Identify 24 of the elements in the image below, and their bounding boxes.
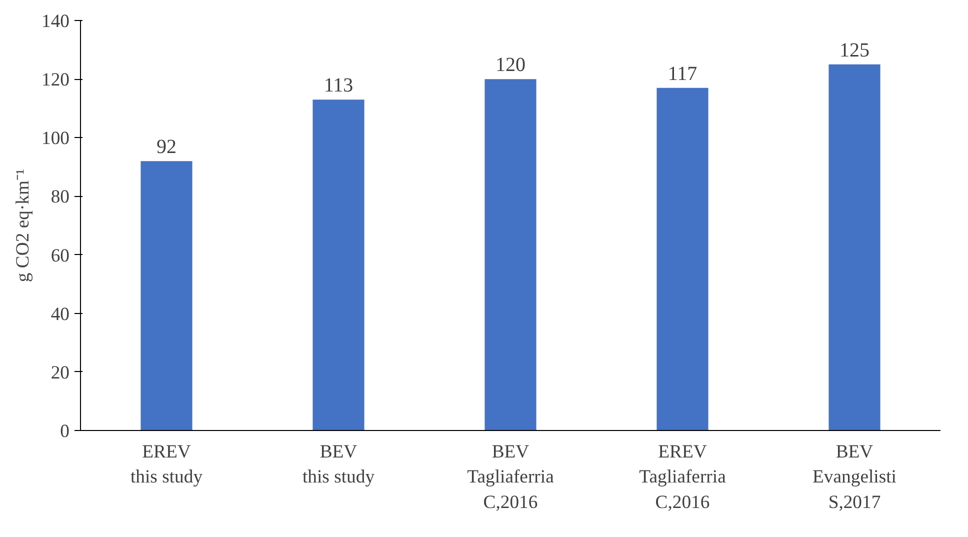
bar bbox=[312, 100, 364, 430]
bar bbox=[828, 64, 880, 430]
y-tick-label: 40 bbox=[50, 304, 70, 325]
y-tick-label: 120 bbox=[42, 70, 70, 91]
bar bbox=[140, 161, 192, 430]
y-tick-label: 60 bbox=[50, 245, 70, 266]
data-label: 117 bbox=[668, 62, 698, 85]
x-tick-label: BEV this study bbox=[302, 442, 376, 488]
x-tick-label: EREV this study bbox=[130, 442, 204, 488]
x-tick-label: EREV Tagliaferria C,2016 bbox=[639, 442, 727, 513]
bar bbox=[656, 88, 708, 430]
x-tick-label: BEV Tagliaferria C,2016 bbox=[467, 442, 555, 513]
y-tick-label: 0 bbox=[60, 421, 70, 442]
y-tick-label: 100 bbox=[42, 128, 70, 150]
data-label: 113 bbox=[324, 74, 354, 97]
y-tick-label: 80 bbox=[50, 186, 70, 208]
data-label: 120 bbox=[496, 54, 526, 76]
data-label: 92 bbox=[156, 136, 176, 158]
y-tick-label: 20 bbox=[50, 362, 70, 384]
y-axis-title: g CO2 eq·km⁻¹ bbox=[12, 168, 34, 282]
x-tick-label: BEV Evangelisti S,2017 bbox=[812, 442, 896, 513]
bar bbox=[484, 79, 536, 430]
y-tick-label: 140 bbox=[42, 11, 70, 32]
data-label: 125 bbox=[840, 39, 870, 62]
